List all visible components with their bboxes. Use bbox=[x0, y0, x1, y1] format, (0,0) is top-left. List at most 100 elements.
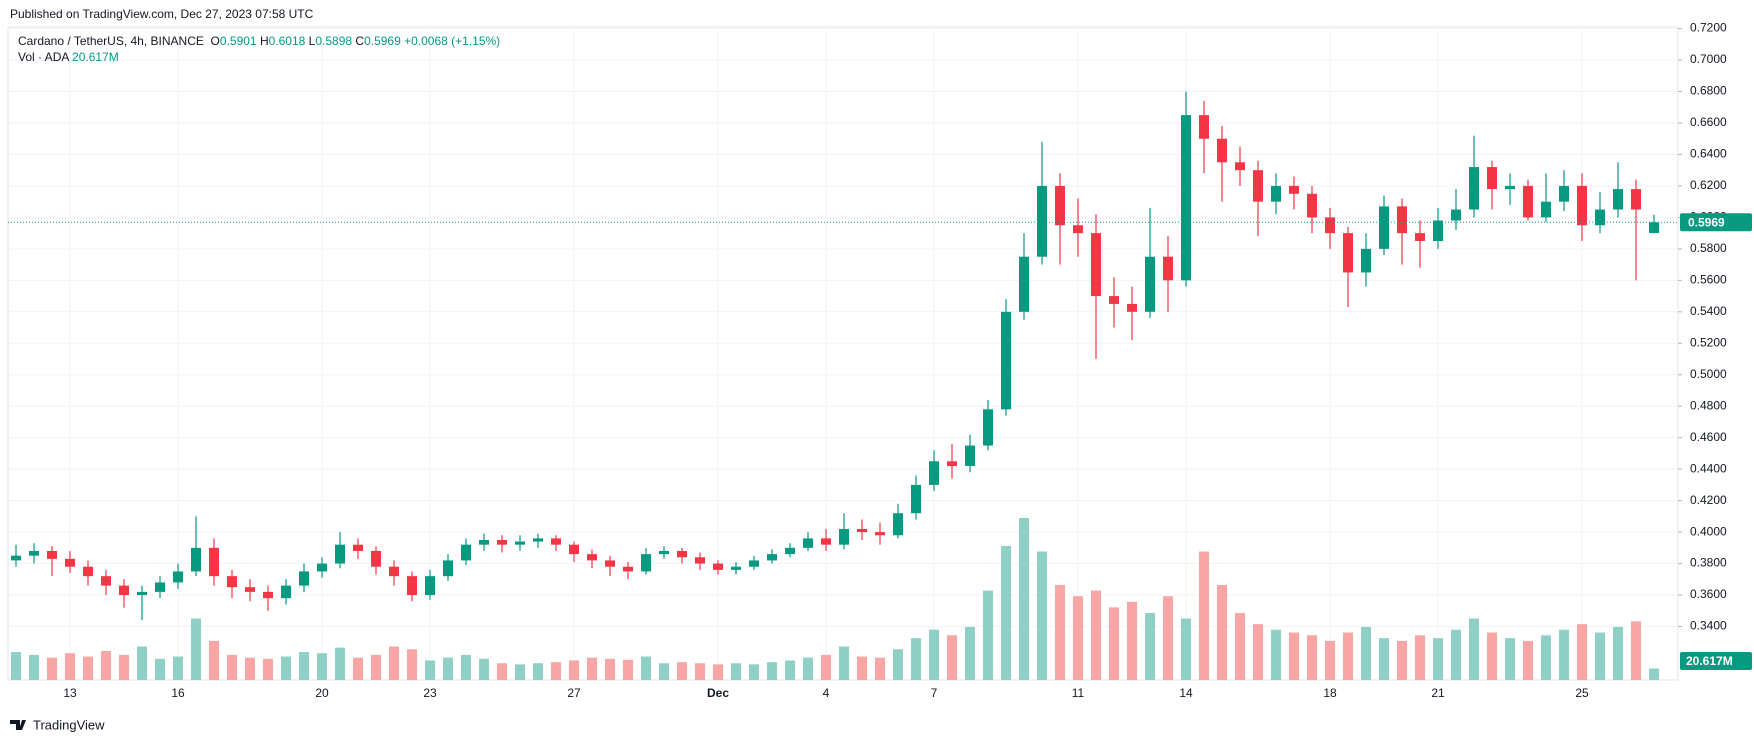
last-price-label: 0.5969 bbox=[1688, 215, 1725, 229]
candle-body bbox=[641, 554, 651, 572]
candle-body bbox=[1595, 209, 1605, 226]
candle-body bbox=[155, 582, 165, 592]
candle-body bbox=[11, 555, 21, 561]
volume-bar bbox=[551, 662, 561, 680]
volume-bar bbox=[1469, 618, 1479, 680]
candle-body bbox=[1091, 233, 1101, 297]
volume-bar bbox=[11, 652, 21, 680]
open-value: 0.5901 bbox=[219, 34, 257, 48]
l-label: L bbox=[308, 34, 316, 48]
volume-bar bbox=[767, 662, 777, 680]
candle-body bbox=[1217, 138, 1227, 163]
y-tick-label: 0.4800 bbox=[1690, 398, 1727, 412]
candle-body bbox=[209, 547, 219, 577]
volume-bar bbox=[947, 635, 957, 680]
volume-bar bbox=[1253, 624, 1263, 680]
published-note: Published on TradingView.com, Dec 27, 20… bbox=[10, 7, 314, 21]
volume-bar bbox=[83, 656, 93, 680]
volume-bar bbox=[677, 662, 687, 680]
candle-body bbox=[47, 550, 57, 559]
volume-bar bbox=[1073, 596, 1083, 680]
c-label: C bbox=[355, 34, 365, 48]
h-label: H bbox=[259, 34, 269, 48]
volume-bar bbox=[1127, 601, 1137, 680]
candle-body bbox=[1037, 185, 1047, 257]
volume-bar bbox=[1523, 640, 1533, 680]
candle-body bbox=[731, 566, 741, 570]
candle-body bbox=[137, 591, 147, 596]
volume-bar bbox=[173, 656, 183, 680]
candle-body bbox=[1055, 185, 1065, 226]
volume-bar bbox=[1055, 585, 1065, 680]
y-tick-label: 0.6200 bbox=[1690, 178, 1727, 192]
y-tick-label: 0.5200 bbox=[1690, 335, 1727, 349]
y-tick-label: 0.4600 bbox=[1690, 430, 1727, 444]
volume-bar bbox=[1487, 632, 1497, 680]
volume-bar bbox=[1451, 629, 1461, 680]
y-tick-label: 0.4000 bbox=[1690, 524, 1727, 538]
volume-bar bbox=[1595, 632, 1605, 680]
y-tick-label: 0.3600 bbox=[1690, 587, 1727, 601]
candle-body bbox=[533, 538, 543, 542]
candle-body bbox=[191, 547, 201, 572]
candle-body bbox=[803, 538, 813, 548]
y-tick-label: 0.5000 bbox=[1690, 367, 1727, 381]
volume-bar bbox=[353, 657, 363, 680]
candle-body bbox=[479, 539, 489, 545]
volume-bar bbox=[569, 660, 579, 680]
logo-icon bbox=[10, 720, 26, 730]
y-tick-label: 0.6600 bbox=[1690, 115, 1727, 129]
candle-body bbox=[497, 539, 507, 545]
y-tick-label: 0.5400 bbox=[1690, 304, 1727, 318]
volume-bar bbox=[857, 656, 867, 680]
candle-body bbox=[1163, 256, 1173, 281]
candle-body bbox=[29, 550, 39, 556]
volume-bar bbox=[1199, 551, 1209, 680]
volume-bar bbox=[587, 657, 597, 680]
volume-bar bbox=[749, 664, 759, 680]
symbol: Cardano / TetherUS, 4h, BINANCE bbox=[18, 34, 204, 48]
logo: TradingView bbox=[10, 717, 105, 732]
volume-bar bbox=[929, 629, 939, 680]
y-tick-label: 0.4200 bbox=[1690, 493, 1727, 507]
candle-body bbox=[983, 409, 993, 446]
volume-bar bbox=[1559, 629, 1569, 680]
y-tick-label: 0.6400 bbox=[1690, 147, 1727, 161]
volume-bar bbox=[1271, 629, 1281, 680]
candle-body bbox=[227, 576, 237, 588]
volume-bar bbox=[29, 654, 39, 680]
candle-body bbox=[857, 528, 867, 533]
candle-body bbox=[1307, 193, 1317, 218]
candle-body bbox=[551, 538, 561, 545]
y-tick-label: 0.7200 bbox=[1690, 21, 1727, 35]
x-tick-label: 20 bbox=[315, 686, 329, 700]
candle-body bbox=[299, 571, 309, 586]
y-tick-label: 0.5600 bbox=[1690, 273, 1727, 287]
candle-body bbox=[1559, 185, 1569, 202]
candle-body bbox=[1127, 303, 1137, 312]
volume-bar bbox=[137, 646, 147, 680]
volume-bar bbox=[1235, 612, 1245, 680]
volume-bar bbox=[1433, 638, 1443, 680]
candle-body bbox=[1631, 189, 1641, 210]
volume-bar bbox=[101, 650, 111, 680]
x-tick-label: 23 bbox=[423, 686, 437, 700]
volume-bar bbox=[209, 640, 219, 680]
volume-bar bbox=[1613, 626, 1623, 680]
volume-bar bbox=[1109, 607, 1119, 680]
vol-value: 20.617M bbox=[72, 50, 119, 64]
x-tick-label: 27 bbox=[567, 686, 581, 700]
volume-bar bbox=[245, 657, 255, 680]
candle-body bbox=[1505, 185, 1515, 190]
candle-body bbox=[335, 544, 345, 564]
candle-body bbox=[263, 591, 273, 599]
candle-body bbox=[785, 547, 795, 555]
candle-body bbox=[425, 576, 435, 596]
volume-bar bbox=[281, 656, 291, 680]
volume-bar bbox=[1163, 596, 1173, 680]
candle-body bbox=[947, 461, 957, 467]
high-value: 0.6018 bbox=[268, 34, 306, 48]
x-tick-label: 4 bbox=[823, 686, 830, 700]
close-value: 0.5969 bbox=[364, 34, 401, 48]
volume-bar bbox=[1181, 618, 1191, 680]
